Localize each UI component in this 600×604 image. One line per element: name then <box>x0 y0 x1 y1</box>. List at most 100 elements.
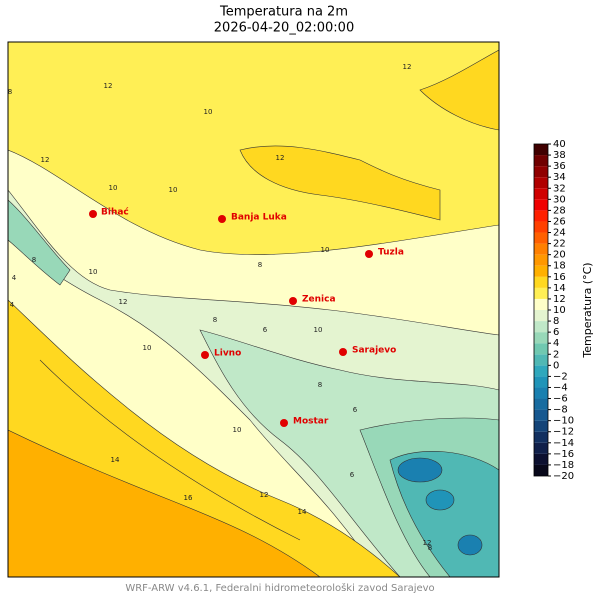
colorbar-band <box>534 453 548 465</box>
contour-label: 12 <box>119 298 128 306</box>
colorbar-tick-label: 34 <box>553 172 566 183</box>
colorbar-band <box>534 321 548 333</box>
colorbar-tick-label: 30 <box>553 194 566 205</box>
contour-label: 10 <box>204 108 213 116</box>
colorbar-tick-label: 36 <box>553 161 566 172</box>
city-marker <box>280 419 288 427</box>
contour-label: 4 <box>10 301 15 309</box>
city-label: Mostar <box>293 417 329 427</box>
contour-label: 4 <box>12 274 17 282</box>
city-label: Tuzla <box>378 248 404 258</box>
colorbar-band <box>534 376 548 388</box>
colorbar-band <box>534 332 548 344</box>
colorbar-tick-label: 22 <box>553 239 566 250</box>
colorbar-band <box>534 265 548 277</box>
colorbar-band <box>534 287 548 299</box>
contour-label: 12 <box>423 539 432 547</box>
colorbar-band <box>534 398 548 410</box>
contour-label: 12 <box>41 156 50 164</box>
colorbar-tick-label: −6 <box>553 394 568 405</box>
colorbar-tick-label: 28 <box>553 205 566 216</box>
contour-label: 10 <box>143 344 152 352</box>
colorbar-tick-label: 20 <box>553 250 566 261</box>
city-label: Bihać <box>101 207 129 218</box>
colorbar-tick-label: 0 <box>553 360 559 371</box>
subtitle: 2026-04-20_02:00:00 <box>214 21 354 36</box>
contour-label: 12 <box>276 154 285 162</box>
contour-label: 14 <box>298 508 307 516</box>
city-marker <box>218 215 226 223</box>
colorbar-band <box>534 343 548 355</box>
contour-label: 6 <box>350 471 355 479</box>
colorbar-band <box>534 177 548 189</box>
contour-label: 10 <box>314 326 323 334</box>
colorbar-tick-label: 14 <box>553 283 566 294</box>
city-marker <box>289 297 297 305</box>
contour-label: 8 <box>213 316 217 324</box>
colorbar-tick-label: 26 <box>553 216 566 227</box>
city-marker <box>201 351 209 359</box>
contour-label: 10 <box>321 246 330 254</box>
contour-label: 8 <box>318 381 322 389</box>
city-label: Zenica <box>302 295 336 305</box>
colorbar-tick-label: −14 <box>553 438 574 449</box>
colorbar-band <box>534 276 548 288</box>
city-marker <box>365 250 373 258</box>
city-label: Banja Luka <box>231 213 287 223</box>
contour-label: 10 <box>169 186 178 194</box>
colorbar-tick-label: 4 <box>553 338 559 349</box>
colorbar-band <box>534 144 548 156</box>
colorbar-band <box>534 199 548 211</box>
contour-label: 12 <box>403 63 412 71</box>
colorbar-tick-label: 8 <box>553 316 559 327</box>
colorbar-band <box>534 354 548 366</box>
contour-label: 8 <box>428 544 432 552</box>
colorbar-tick-label: 24 <box>553 228 566 239</box>
map-frame <box>7 41 500 578</box>
map-field <box>8 42 499 577</box>
contour-label: 12 <box>260 491 269 499</box>
contour-label: 10 <box>233 426 242 434</box>
colorbar-band <box>534 387 548 399</box>
city-label: Sarajevo <box>352 346 396 356</box>
colorbar-tick-label: −18 <box>553 460 574 471</box>
colorbar-band <box>534 166 548 178</box>
colorbar-band <box>534 210 548 222</box>
contour-label: 8 <box>258 261 262 269</box>
colorbar-band <box>534 409 548 421</box>
colorbar-band <box>534 464 548 476</box>
contour-label: 16 <box>184 494 193 502</box>
colorbar-band <box>534 310 548 322</box>
contour-label: 8 <box>8 88 12 96</box>
title: Temperatura na 2m <box>219 5 348 20</box>
colorbar-tick-label: 6 <box>553 327 559 338</box>
colorbar-band <box>534 243 548 255</box>
contour-label: 12 <box>104 82 113 90</box>
colorbar-band <box>534 188 548 200</box>
colorbar-band <box>534 431 548 443</box>
colorbar-tick-label: 12 <box>553 294 566 305</box>
colorbar-band <box>534 365 548 377</box>
colorbar-label: Temperatura (°C) <box>581 262 594 358</box>
colorbar-band <box>534 254 548 266</box>
colorbar-tick-label: −8 <box>553 405 568 416</box>
colorbar-tick-label: 10 <box>553 305 566 316</box>
colorbar-band <box>534 420 548 432</box>
contour-label: 14 <box>111 456 120 464</box>
colorbar-band <box>534 442 548 454</box>
footer: WRF-ARW v4.6.1, Federalni hidrometeorolo… <box>125 582 434 594</box>
colorbar-tick-label: 16 <box>553 272 566 283</box>
colorbar-tick-label: 38 <box>553 150 566 161</box>
city-marker <box>89 210 97 218</box>
colorbar-band <box>534 221 548 233</box>
colorbar-tick-label: −10 <box>553 416 574 427</box>
colorbar-tick-label: −20 <box>553 471 574 482</box>
colorbar-tick-label: 32 <box>553 183 566 194</box>
colorbar-band <box>534 232 548 244</box>
contour-label: 6 <box>353 406 358 414</box>
colorbar-tick-label: −2 <box>553 371 568 382</box>
colorbar-tick-label: −12 <box>553 427 574 438</box>
colorbar-tick-label: 2 <box>553 349 559 360</box>
colorbar-band <box>534 298 548 310</box>
contour-label: 10 <box>89 268 98 276</box>
